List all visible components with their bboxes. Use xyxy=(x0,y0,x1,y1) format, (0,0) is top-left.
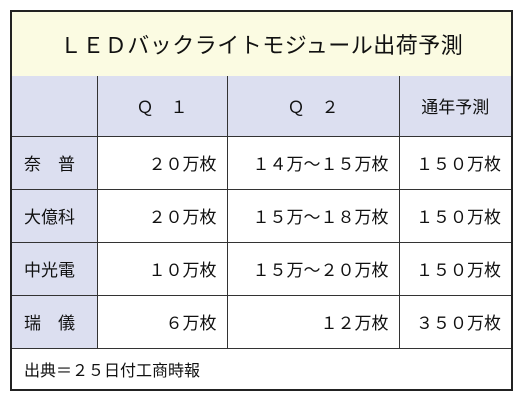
table-row: 瑞 儀 ６万枚 １２万枚 ３５０万枚 xyxy=(12,294,511,349)
annual-value: １５０万枚 xyxy=(398,188,511,243)
document-frame: ＬＥＤバックライトモジュール出荷予測 Ｑ １ Ｑ ２ 通年予測 奈 普 ２０万枚… xyxy=(10,10,513,391)
forecast-table: Ｑ １ Ｑ ２ 通年予測 奈 普 ２０万枚 １４万〜１５万枚 １５０万枚 大億科… xyxy=(12,76,511,349)
table-row: 奈 普 ２０万枚 １４万〜１５万枚 １５０万枚 xyxy=(12,135,511,190)
q1-value: １０万枚 xyxy=(96,241,228,296)
company-name: 中光電 xyxy=(12,241,98,296)
annual-value: ３５０万枚 xyxy=(398,294,511,349)
q2-value: １４万〜１５万枚 xyxy=(226,135,400,190)
table-row: 大億科 ２０万枚 １５万〜１８万枚 １５０万枚 xyxy=(12,188,511,243)
document-title: ＬＥＤバックライトモジュール出荷予測 xyxy=(12,12,511,78)
header-q2: Ｑ ２ xyxy=(226,76,400,137)
q2-value: １２万枚 xyxy=(226,294,400,349)
table-row: 中光電 １０万枚 １５万〜２０万枚 １５０万枚 xyxy=(12,241,511,296)
company-name: 瑞 儀 xyxy=(12,294,98,349)
header-annual-forecast: 通年予測 xyxy=(398,76,511,137)
q1-value: ６万枚 xyxy=(96,294,228,349)
company-name: 大億科 xyxy=(12,188,98,243)
table-header-row: Ｑ １ Ｑ ２ 通年予測 xyxy=(12,76,511,137)
header-corner-cell xyxy=(12,76,98,137)
q2-value: １５万〜２０万枚 xyxy=(226,241,400,296)
annual-value: １５０万枚 xyxy=(398,241,511,296)
q1-value: ２０万枚 xyxy=(96,188,228,243)
q1-value: ２０万枚 xyxy=(96,135,228,190)
source-note: 出典＝２５日付工商時報 xyxy=(24,360,201,380)
company-name: 奈 普 xyxy=(12,135,98,190)
q2-value: １５万〜１８万枚 xyxy=(226,188,400,243)
annual-value: １５０万枚 xyxy=(398,135,511,190)
header-q1: Ｑ １ xyxy=(96,76,228,137)
